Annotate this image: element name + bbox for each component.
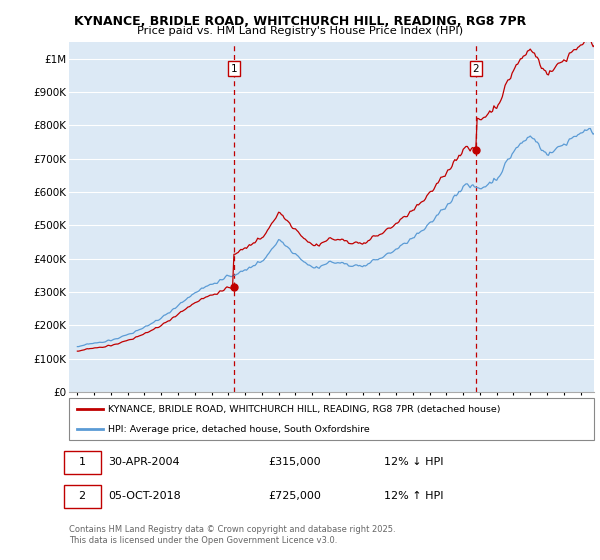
Text: KYNANCE, BRIDLE ROAD, WHITCHURCH HILL, READING, RG8 7PR: KYNANCE, BRIDLE ROAD, WHITCHURCH HILL, R… bbox=[74, 15, 526, 27]
Text: £315,000: £315,000 bbox=[269, 457, 321, 467]
Text: 2: 2 bbox=[79, 491, 86, 501]
Text: Price paid vs. HM Land Registry's House Price Index (HPI): Price paid vs. HM Land Registry's House … bbox=[137, 26, 463, 36]
Text: 30-APR-2004: 30-APR-2004 bbox=[109, 457, 180, 467]
Text: 2: 2 bbox=[472, 64, 479, 74]
Text: Contains HM Land Registry data © Crown copyright and database right 2025.
This d: Contains HM Land Registry data © Crown c… bbox=[69, 525, 395, 545]
Text: KYNANCE, BRIDLE ROAD, WHITCHURCH HILL, READING, RG8 7PR (detached house): KYNANCE, BRIDLE ROAD, WHITCHURCH HILL, R… bbox=[109, 405, 501, 414]
FancyBboxPatch shape bbox=[64, 486, 101, 508]
FancyBboxPatch shape bbox=[64, 451, 101, 474]
FancyBboxPatch shape bbox=[69, 398, 594, 440]
Text: 12% ↓ HPI: 12% ↓ HPI bbox=[384, 457, 443, 467]
Text: 1: 1 bbox=[79, 457, 86, 467]
Text: 05-OCT-2018: 05-OCT-2018 bbox=[109, 491, 181, 501]
Text: 1: 1 bbox=[230, 64, 237, 74]
Text: £725,000: £725,000 bbox=[269, 491, 322, 501]
Text: HPI: Average price, detached house, South Oxfordshire: HPI: Average price, detached house, Sout… bbox=[109, 424, 370, 433]
Text: 12% ↑ HPI: 12% ↑ HPI bbox=[384, 491, 443, 501]
